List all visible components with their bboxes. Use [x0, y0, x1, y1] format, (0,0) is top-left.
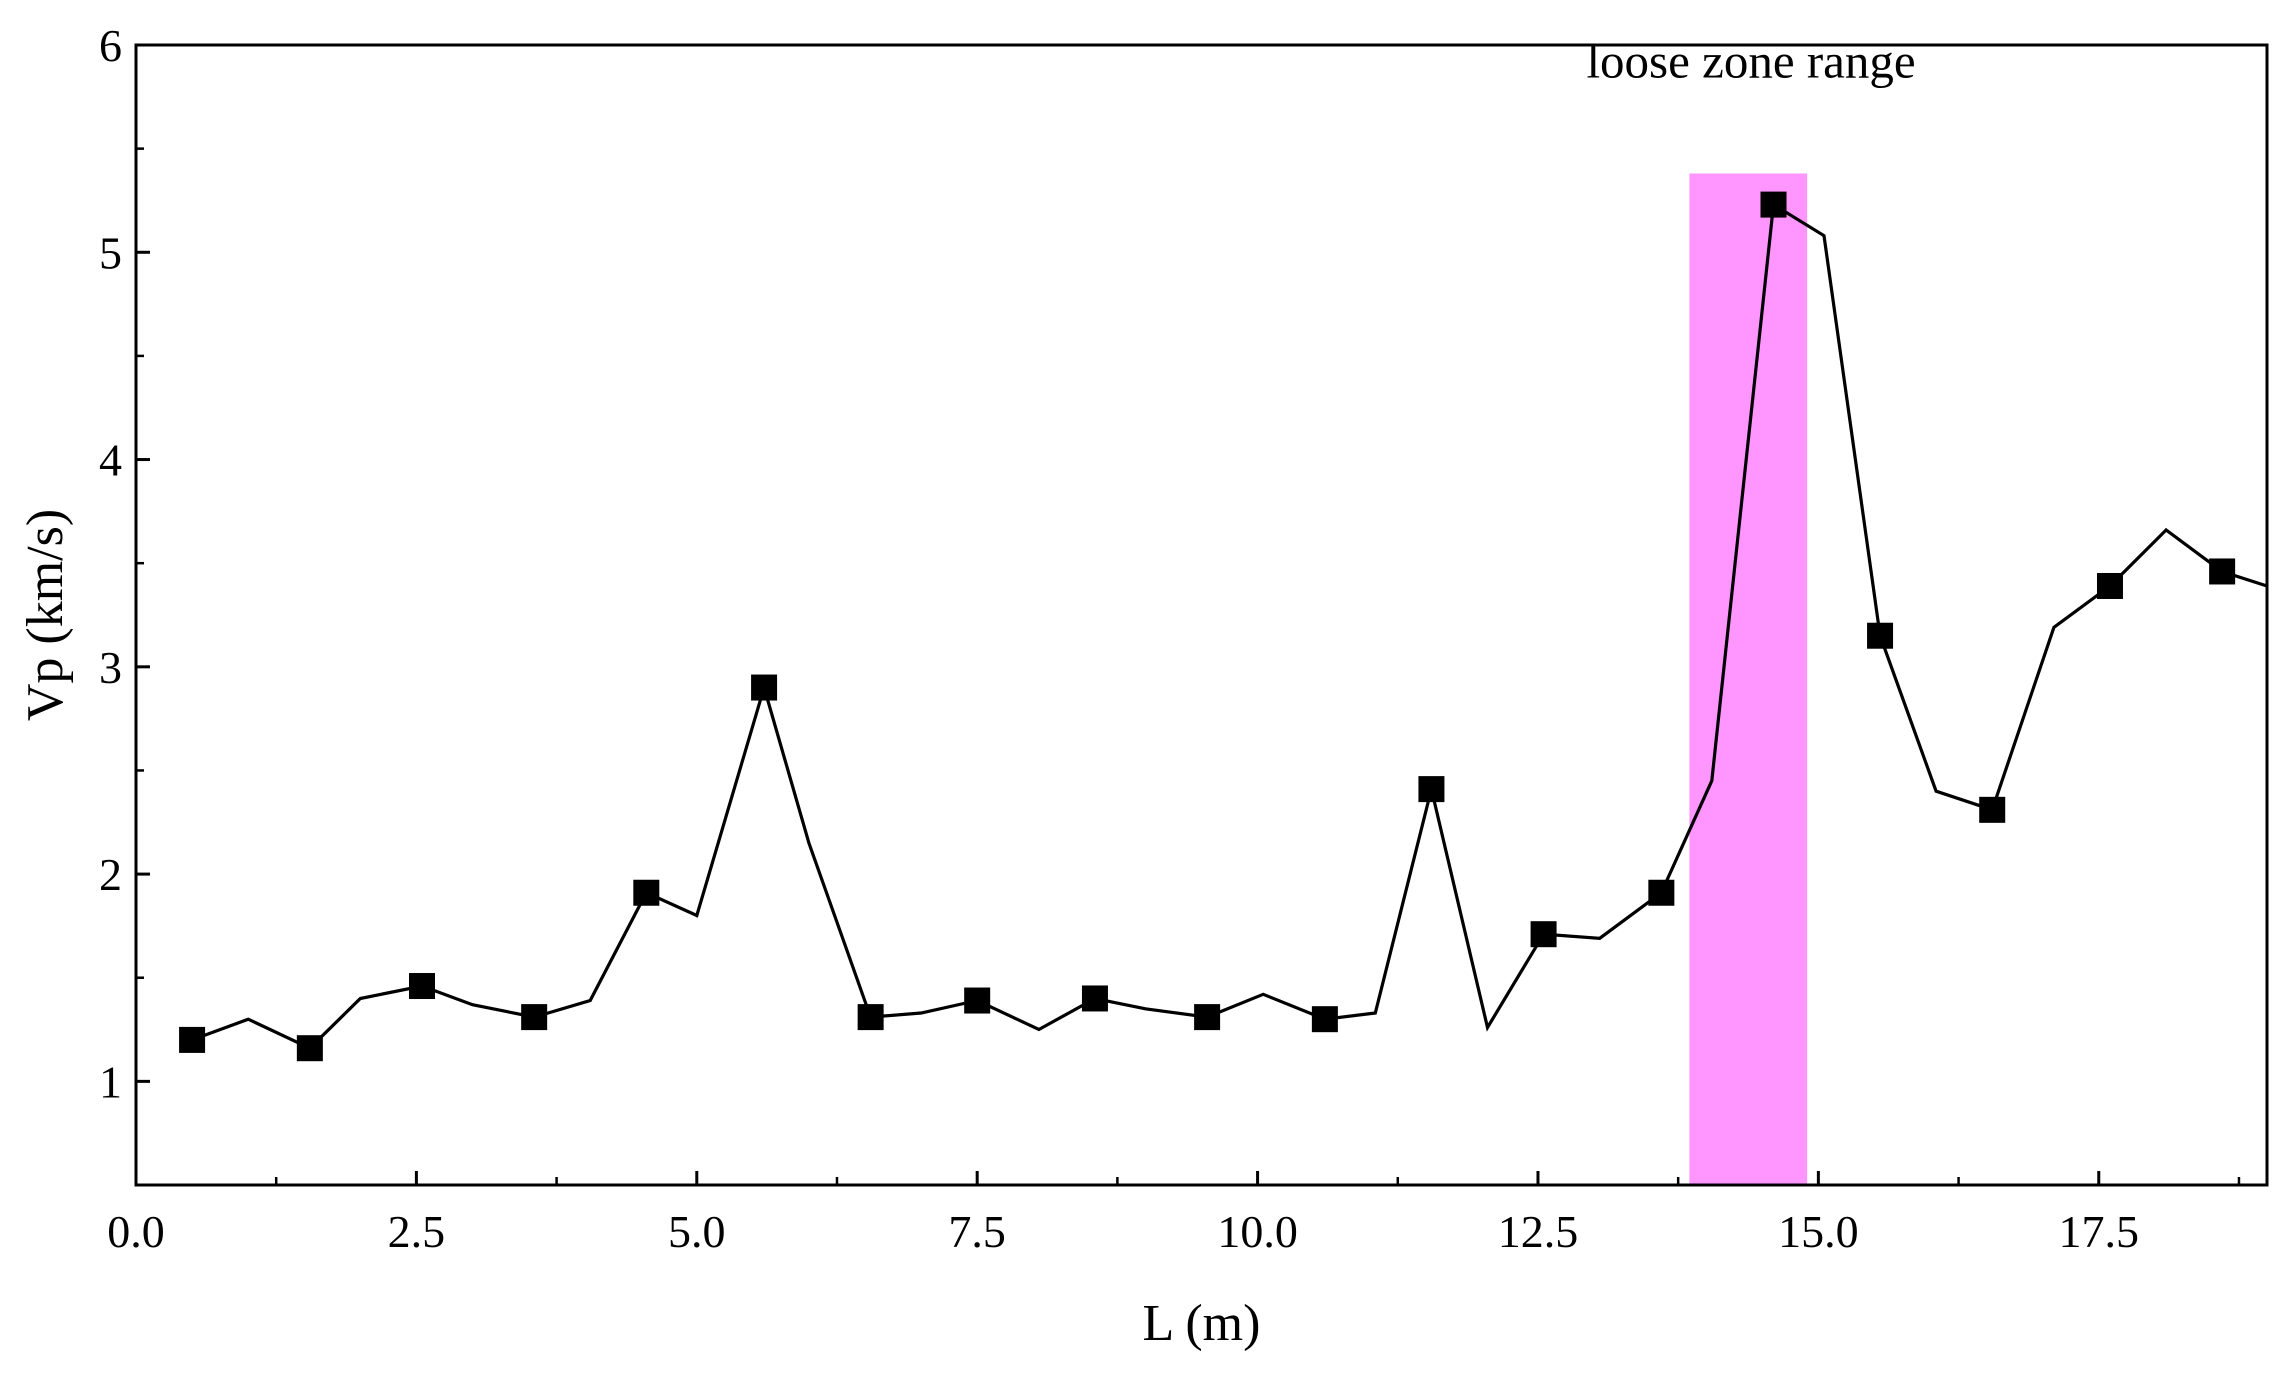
x-tick-label: 17.5 [2059, 1206, 2140, 1257]
data-point-marker [1867, 622, 1894, 649]
data-point-marker [1418, 776, 1445, 803]
data-point-marker [1081, 985, 1108, 1012]
x-tick-label: 0.0 [107, 1206, 165, 1257]
tick-labels: 0.0 2.5 5.0 7.5 10.0 12.5 15.0 17.5 1 2 3 4 5 6 [99, 20, 2139, 1257]
series-line [191, 201, 2268, 1051]
x-tick-label: 12.5 [1498, 1206, 1579, 1257]
y-tick-label: 2 [99, 849, 122, 900]
y-tick-label: 4 [99, 435, 122, 486]
data-point-marker [1648, 879, 1675, 906]
x-tick-label: 15.0 [1778, 1206, 1859, 1257]
data-point-marker [857, 1004, 884, 1031]
y-axis-title: Vp (km/s) [17, 509, 74, 721]
x-tick-label: 5.0 [668, 1206, 726, 1257]
loose-zone-label: loose zone range [1586, 34, 1915, 89]
x-tick-label: 7.5 [948, 1206, 1006, 1257]
series-marker-layer [179, 191, 2236, 1062]
data-point-marker [296, 1035, 323, 1062]
data-point-marker [1979, 796, 2006, 823]
y-tick-label: 5 [99, 227, 122, 278]
data-point-marker [1311, 1006, 1338, 1033]
data-point-marker [179, 1026, 206, 1053]
data-point-marker [1760, 191, 1787, 218]
y-tick-label: 3 [99, 642, 122, 693]
data-point-marker [409, 973, 436, 1000]
loose-zone-band [1689, 173, 1808, 1185]
data-point-marker [2096, 572, 2123, 599]
x-axis-title: L (m) [1143, 1295, 1261, 1352]
data-point-marker [1194, 1004, 1221, 1031]
series-line-layer [191, 201, 2268, 1051]
y-tick-label: 6 [99, 20, 122, 71]
data-point-marker [521, 1004, 548, 1031]
tick-marks [134, 43, 2241, 1187]
plot-frame [134, 43, 2269, 1187]
y-tick-label: 1 [99, 1056, 122, 1107]
loose-zone-band-layer [1689, 173, 1808, 1185]
annotations: loose zone range [1586, 34, 1915, 89]
data-point-marker [1530, 921, 1557, 948]
data-point-marker [633, 879, 660, 906]
x-tick-label: 10.0 [1217, 1206, 1298, 1257]
data-point-marker [751, 674, 778, 701]
data-point-marker [964, 987, 991, 1014]
x-tick-label: 2.5 [388, 1206, 446, 1257]
data-point-marker [2209, 558, 2236, 585]
axes [134, 43, 2269, 1187]
